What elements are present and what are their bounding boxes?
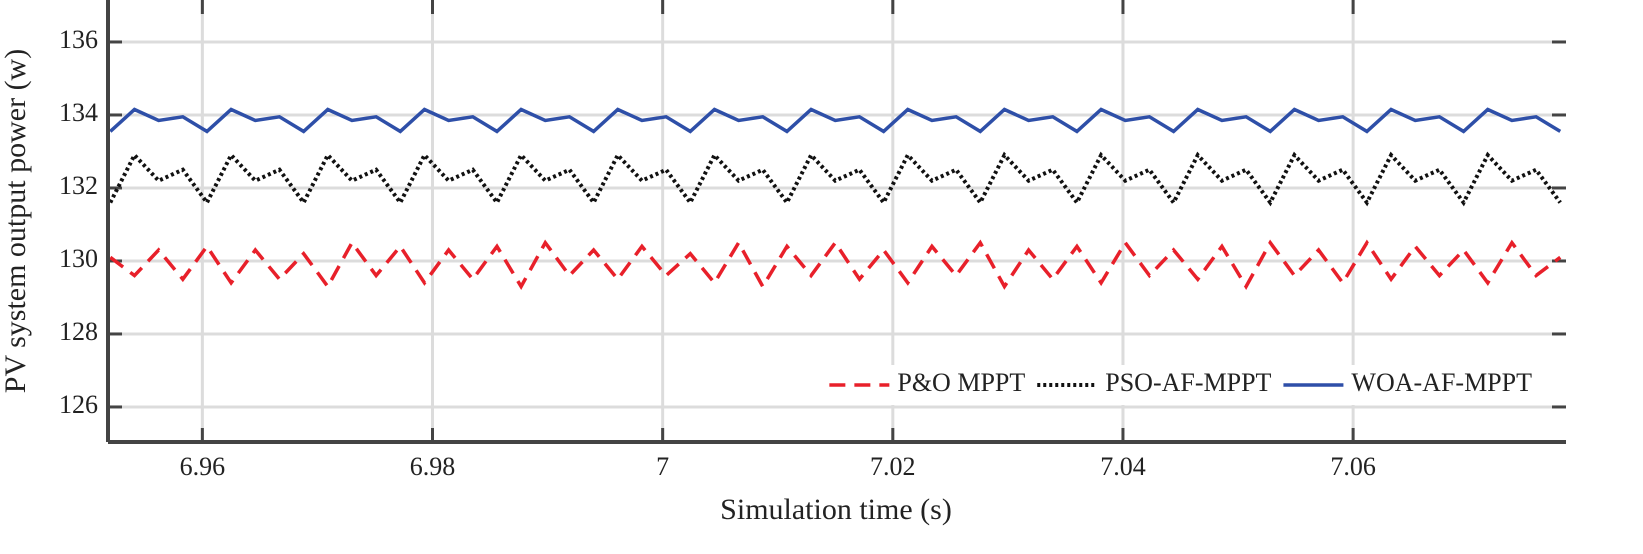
series-line bbox=[108, 151, 1562, 207]
x-tick-label: 7.06 bbox=[1330, 452, 1376, 481]
y-tick-label: 136 bbox=[59, 25, 98, 54]
x-tick-label: 7.04 bbox=[1100, 452, 1146, 481]
legend: P&O MPPT PSO-AF-MPPT WOA-AF-MPPT bbox=[823, 365, 1548, 405]
x-tick-label: 6.98 bbox=[410, 452, 456, 481]
legend-label: PSO-AF-MPPT bbox=[1105, 368, 1271, 397]
x-axis-label: Simulation time (s) bbox=[720, 493, 952, 526]
x-tick-label: 7 bbox=[656, 452, 669, 481]
y-tick-label: 132 bbox=[59, 171, 98, 200]
legend-box bbox=[823, 365, 1548, 405]
y-tick-label: 134 bbox=[59, 98, 98, 127]
legend-label: P&O MPPT bbox=[897, 368, 1025, 397]
y-axis-label: PV system output power (w) bbox=[0, 49, 32, 393]
legend-label: WOA-AF-MPPT bbox=[1351, 368, 1532, 397]
x-tick-label: 7.02 bbox=[870, 452, 916, 481]
y-tick-label: 128 bbox=[59, 317, 98, 346]
y-tick-label: 126 bbox=[59, 390, 98, 419]
series-line bbox=[109, 239, 1562, 291]
x-tick-label: 6.96 bbox=[180, 452, 226, 481]
series-line bbox=[109, 107, 1562, 134]
y-tick-label: 130 bbox=[59, 244, 98, 273]
